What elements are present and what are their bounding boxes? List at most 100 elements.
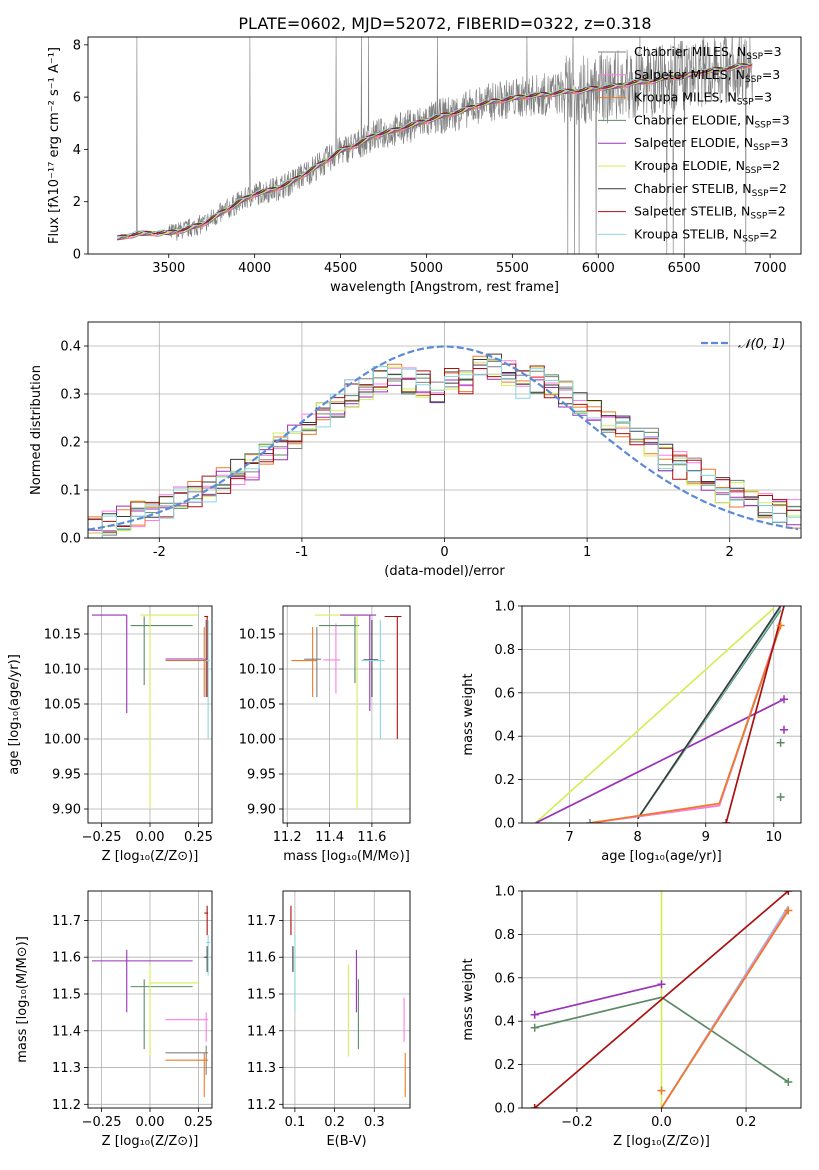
x-tick-label: −0.25 bbox=[82, 830, 122, 845]
mass_vs_Z-axes: −0.25 0.00 0.25 11.2 11.3 11.4 11.5 11.6 11.7 Z [… bbox=[15, 890, 213, 1149]
x-tick-label: 11.2 bbox=[273, 830, 302, 845]
y-tick-label: 11.6 bbox=[52, 951, 81, 966]
y-tick-label: 0.8 bbox=[494, 643, 515, 658]
x-axis-label: Z [log₁₀(Z/Z⊙)] bbox=[102, 849, 199, 864]
residuals-plot bbox=[88, 345, 801, 538]
y-axis-label: mass weight bbox=[461, 673, 476, 755]
y-tick-label: 0.6 bbox=[494, 971, 515, 986]
x-tick-label: 5500 bbox=[496, 261, 529, 276]
y-tick-label: 10.05 bbox=[239, 698, 276, 713]
y-tick-label: 0.0 bbox=[494, 1102, 515, 1117]
marker-salpeter_elodie bbox=[779, 725, 788, 734]
y-tick-label: 11.4 bbox=[247, 1024, 276, 1039]
y-tick-label: 11.5 bbox=[52, 987, 81, 1002]
y-tick-label: 11.7 bbox=[247, 914, 276, 929]
y-tick-label: 4 bbox=[73, 143, 81, 158]
x-tick-label: 0.3 bbox=[364, 1115, 385, 1130]
weight-line-salpeter_elodie bbox=[534, 983, 662, 1016]
y-tick-label: 11.5 bbox=[247, 987, 276, 1002]
y-tick-label: 9.90 bbox=[52, 803, 81, 818]
axes-frame bbox=[282, 890, 411, 1109]
y-tick-label: 11.4 bbox=[52, 1024, 81, 1039]
y-tick-label: 10.10 bbox=[44, 663, 81, 678]
x-tick-label: -2 bbox=[153, 545, 166, 560]
residuals-axes: -2 -1 0 1 2 0.0 0.1 0.2 0.3 0.4 (data-model)/error… bbox=[29, 321, 802, 579]
mass_weight_vs_age-axes: 7 8 9 10 0.0 0.2 0.4 0.6 0.8 1.0 age [log₁₀(age/yr… bbox=[461, 600, 802, 864]
y-tick-label: 11.3 bbox=[52, 1061, 81, 1076]
y-tick-label: 10.00 bbox=[44, 733, 81, 748]
x-tick-label: 0.00 bbox=[136, 830, 165, 845]
y-axis-label: mass weight bbox=[461, 958, 476, 1040]
y-axis-label: Flux [fλ10⁻¹⁷ erg cm⁻² s⁻¹ A⁻¹] bbox=[47, 47, 62, 244]
marker-chabrier_elodie bbox=[776, 792, 785, 801]
marker-kroupa_miles bbox=[657, 1086, 666, 1095]
model-line-chabrier_stelib bbox=[116, 63, 753, 238]
axes-frame bbox=[521, 605, 802, 824]
x-axis-label: (data-model)/error bbox=[384, 564, 505, 579]
marker-salpeter_stelib bbox=[530, 1104, 539, 1108]
y-tick-label: 0.4 bbox=[60, 340, 81, 355]
y-tick-label: 0.0 bbox=[60, 532, 81, 547]
y-tick-label: 11.6 bbox=[247, 951, 276, 966]
marker-salpeter_elodie bbox=[779, 695, 788, 704]
x-axis-label: wavelength [Angstrom, rest frame] bbox=[330, 280, 559, 295]
mass_weight_vs_age-plot bbox=[535, 606, 788, 823]
y-tick-label: 1.0 bbox=[494, 600, 515, 615]
y-tick-label: 0.3 bbox=[60, 388, 81, 403]
y-tick-label: 0.4 bbox=[494, 730, 515, 745]
legend-label: Salpeter MILES, NSSP=3 bbox=[634, 67, 780, 85]
x-tick-label: 7 bbox=[565, 830, 573, 845]
marker-salpeter_elodie bbox=[657, 980, 666, 989]
y-tick-label: 2 bbox=[73, 195, 81, 210]
weight-line-salpeter_stelib bbox=[534, 891, 789, 1108]
x-tick-label: 0.25 bbox=[184, 1115, 213, 1130]
y-tick-label: 0.2 bbox=[60, 436, 81, 451]
legend-label: Kroupa STELIB, NSSP=2 bbox=[634, 226, 778, 244]
x-tick-label: 4000 bbox=[238, 261, 271, 276]
weight-line-kroupa_elodie bbox=[535, 607, 775, 823]
normal-legend-label: 𝒩(0, 1) bbox=[738, 337, 785, 352]
mass_weight_vs_Z-plot bbox=[530, 891, 793, 1108]
x-tick-label: 5000 bbox=[410, 261, 443, 276]
y-tick-label: 9.95 bbox=[52, 768, 81, 783]
x-tick-label: 1 bbox=[583, 545, 591, 560]
marker-kroupa_miles bbox=[784, 906, 793, 915]
legend-label: Chabrier STELIB, NSSP=2 bbox=[634, 181, 787, 199]
y-axis-label: Normed distribution bbox=[29, 365, 44, 495]
x-axis-label: mass [log₁₀(M/M⊙)] bbox=[283, 849, 410, 864]
legend-label: Kroupa ELODIE, NSSP=2 bbox=[634, 158, 780, 176]
spectrum-plot bbox=[116, 37, 753, 254]
y-tick-label: 10.05 bbox=[44, 698, 81, 713]
y-tick-label: 11.3 bbox=[247, 1061, 276, 1076]
model-line-kroupa_stelib bbox=[117, 62, 753, 238]
x-tick-label: 0.2 bbox=[736, 1115, 757, 1130]
x-axis-label: age [log₁₀(age/yr)] bbox=[601, 849, 722, 864]
mass_vs_EBV-axes: 0.1 0.2 0.3 11.2 11.3 11.4 11.5 11.6 11.7 E(B-V) bbox=[247, 890, 411, 1149]
y-tick-label: 1.0 bbox=[494, 885, 515, 900]
y-tick-label: 11.2 bbox=[247, 1098, 276, 1113]
y-tick-label: 0.6 bbox=[494, 686, 515, 701]
model-line-chabrier_elodie bbox=[117, 63, 753, 241]
weight-line-kroupa_miles bbox=[660, 910, 790, 1108]
age_vs_Z-axes: −0.25 0.00 0.25 9.90 9.95 10.00 10.05 10.10 10.1… bbox=[7, 605, 213, 864]
y-tick-label: 0.0 bbox=[494, 817, 515, 832]
marker-salpeter_elodie bbox=[530, 1010, 539, 1019]
x-tick-label: 0.2 bbox=[324, 1115, 345, 1130]
x-tick-label: 0 bbox=[440, 545, 448, 560]
weight-line-chabrier_stelib bbox=[636, 606, 782, 820]
x-tick-label: 0.00 bbox=[136, 1115, 165, 1130]
y-tick-label: 9.95 bbox=[247, 768, 276, 783]
mass_vs_Z-plot bbox=[91, 905, 211, 1097]
weight-line-chabrier_elodie bbox=[534, 996, 789, 1083]
legend-label: Chabrier ELODIE, NSSP=3 bbox=[634, 112, 790, 130]
y-tick-label: 0.4 bbox=[494, 1015, 515, 1030]
y-tick-label: 11.2 bbox=[52, 1098, 81, 1113]
y-tick-label: 0.2 bbox=[494, 773, 515, 788]
x-tick-label: 6500 bbox=[668, 261, 701, 276]
x-tick-label: 0.25 bbox=[184, 830, 213, 845]
x-tick-label: 11.4 bbox=[315, 830, 344, 845]
legend-label: Kroupa MILES, NSSP=3 bbox=[634, 90, 772, 108]
x-tick-label: 9 bbox=[702, 830, 710, 845]
y-tick-label: 10.10 bbox=[239, 663, 276, 678]
